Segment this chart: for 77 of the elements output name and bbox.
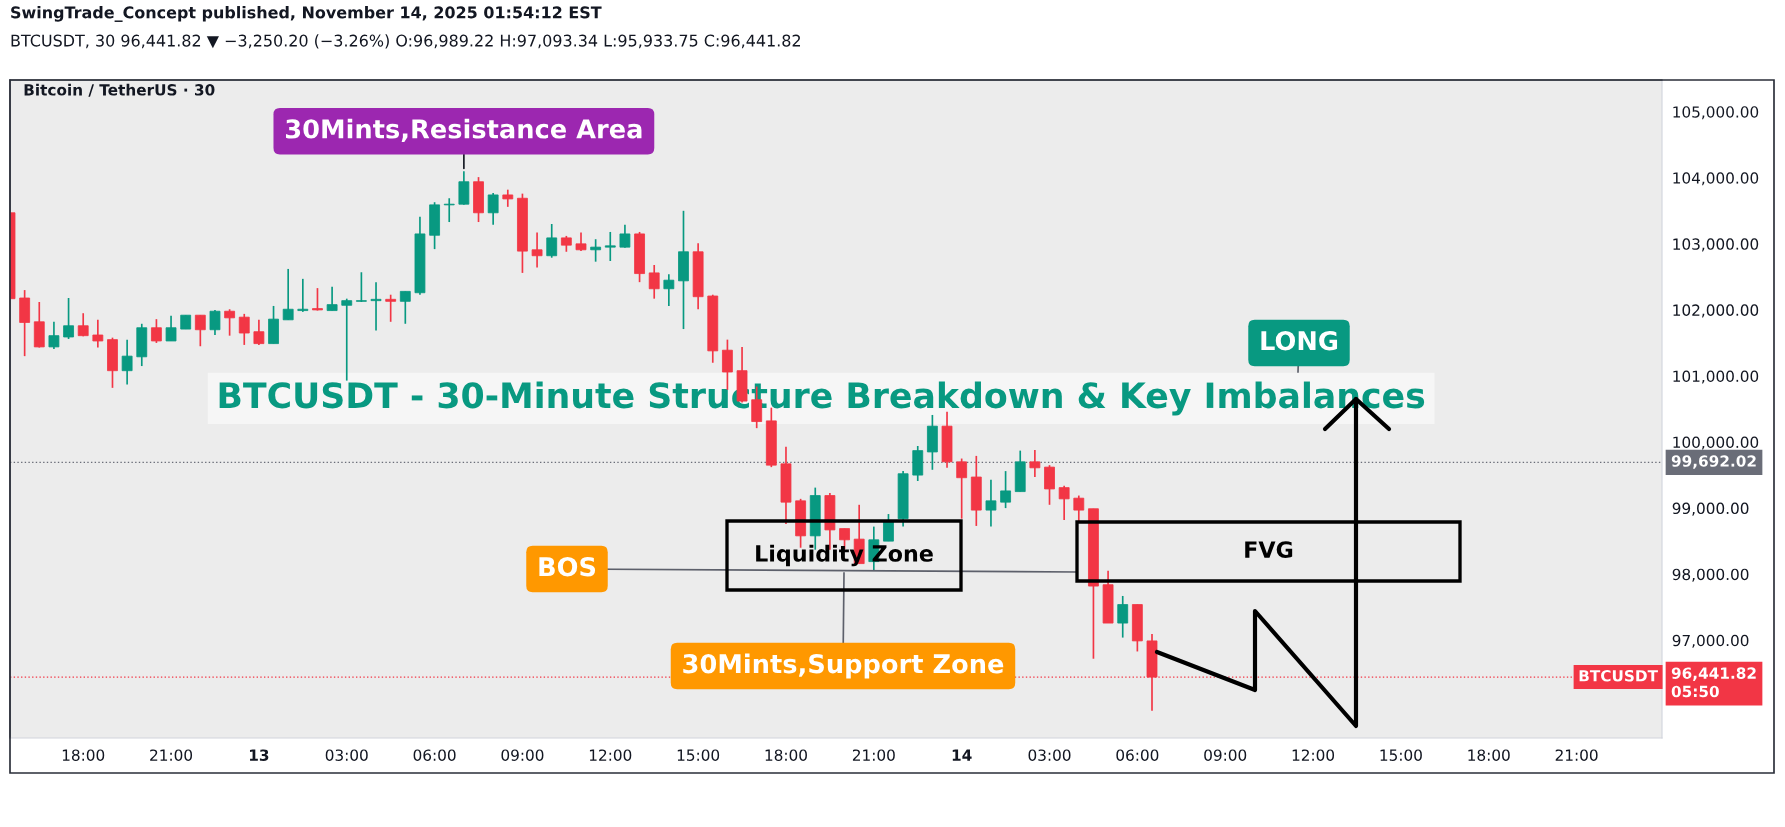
candlestick xyxy=(92,318,104,349)
y-tick-label: 104,000.00 xyxy=(1673,172,1759,186)
candlestick xyxy=(575,231,587,252)
annotation: FVG xyxy=(1245,541,1293,558)
candlestick xyxy=(663,273,675,307)
x-tick-label: 06:00 xyxy=(1116,749,1159,761)
candlestick xyxy=(63,297,74,340)
candlestick xyxy=(151,318,162,344)
x-tick-label: 15:00 xyxy=(1380,749,1422,761)
x-tick-label: 18:00 xyxy=(1468,749,1510,761)
x-tick-label: 15:00 xyxy=(677,749,720,761)
candlestick xyxy=(224,308,236,337)
candlestick xyxy=(341,297,353,382)
annotation: LONG xyxy=(1261,331,1338,351)
candlestick xyxy=(487,192,499,226)
x-tick-label: 09:00 xyxy=(1204,749,1247,761)
x-tick-label: 21:00 xyxy=(852,749,895,761)
x-tick-label: 03:00 xyxy=(325,749,368,761)
candlestick xyxy=(546,223,558,259)
annotation: 30Mints,Support Zone xyxy=(683,653,1004,679)
candlestick xyxy=(209,309,221,336)
y-tick-label: 101,000.00 xyxy=(1673,370,1759,384)
x-tick-label: 14 xyxy=(952,749,972,761)
x-tick-label: 18:00 xyxy=(765,749,807,761)
candlestick xyxy=(1029,449,1041,478)
x-tick-label: 12:00 xyxy=(589,749,632,761)
candlestick xyxy=(590,238,602,263)
candlestick xyxy=(1000,470,1011,509)
x-tick-label: 21:00 xyxy=(150,749,193,761)
candlestick xyxy=(648,264,660,300)
candlestick xyxy=(604,231,616,262)
candlestick xyxy=(458,170,470,206)
y-tick-label: 102,000.00 xyxy=(1673,304,1759,318)
y-tick-label: 99,000.00 xyxy=(1672,502,1749,516)
annotation: BOS xyxy=(539,557,596,577)
candlestick xyxy=(238,313,250,346)
candlestick xyxy=(312,287,323,312)
candlestick xyxy=(399,290,411,325)
annotation: 30Mints,Resistance Area xyxy=(285,118,642,142)
x-tick-label: 21:00 xyxy=(1555,749,1598,761)
candlestick xyxy=(1117,595,1129,639)
y-tick-label: 98,000.00 xyxy=(1672,568,1749,582)
x-tick-label: 12:00 xyxy=(1292,749,1335,761)
x-tick-label: 03:00 xyxy=(1028,749,1071,761)
y-tick-label: 103,000.00 xyxy=(1673,238,1759,252)
y-tick-label: 97,000.00 xyxy=(1672,634,1749,648)
candlestick xyxy=(370,281,382,332)
x-tick-label: 09:00 xyxy=(501,749,544,761)
ref-line-label: BTCUSDT 96,441.82 05:50 xyxy=(1579,667,1756,698)
candlestick xyxy=(619,223,631,249)
candlestick xyxy=(326,285,338,312)
text: BTCUSDT, 30 96,441.82 ▼ −3,250.20 (−3.26%) O:96,989.22 H:97,093.34 L:95,933.75 C:96,441.82 xyxy=(11,34,801,49)
chart-subtitle: Bitcoin / TetherUS · 30 xyxy=(24,83,215,97)
x-tick-label: 13 xyxy=(249,749,269,761)
candlestick xyxy=(355,271,367,303)
candlestick xyxy=(48,320,60,350)
x-tick-label: 06:00 xyxy=(413,749,456,761)
candlestick xyxy=(883,513,894,542)
candlestick xyxy=(194,314,206,348)
y-tick-label: 105,000.00 xyxy=(1673,106,1759,120)
x-tick-label: 18:00 xyxy=(62,749,105,761)
candlestick xyxy=(1058,484,1070,521)
candlestick xyxy=(1073,494,1085,523)
candlestick xyxy=(985,478,997,528)
candlestick xyxy=(297,278,309,313)
text: SwingTrade_Concept published, November 14, 2025 01:54:12 EST xyxy=(11,6,602,22)
candlestick xyxy=(253,318,265,346)
y-tick-label: 100,000.00 xyxy=(1673,436,1759,450)
ref-line-label: 99,692.02 xyxy=(1671,455,1756,469)
candlestick xyxy=(385,293,397,323)
candlestick xyxy=(443,197,455,223)
candlestick xyxy=(165,315,177,342)
candlestick xyxy=(121,338,133,386)
candlestick xyxy=(282,268,294,321)
candlestick xyxy=(956,457,968,520)
candlestick xyxy=(1044,464,1055,506)
candlestick xyxy=(531,231,543,269)
